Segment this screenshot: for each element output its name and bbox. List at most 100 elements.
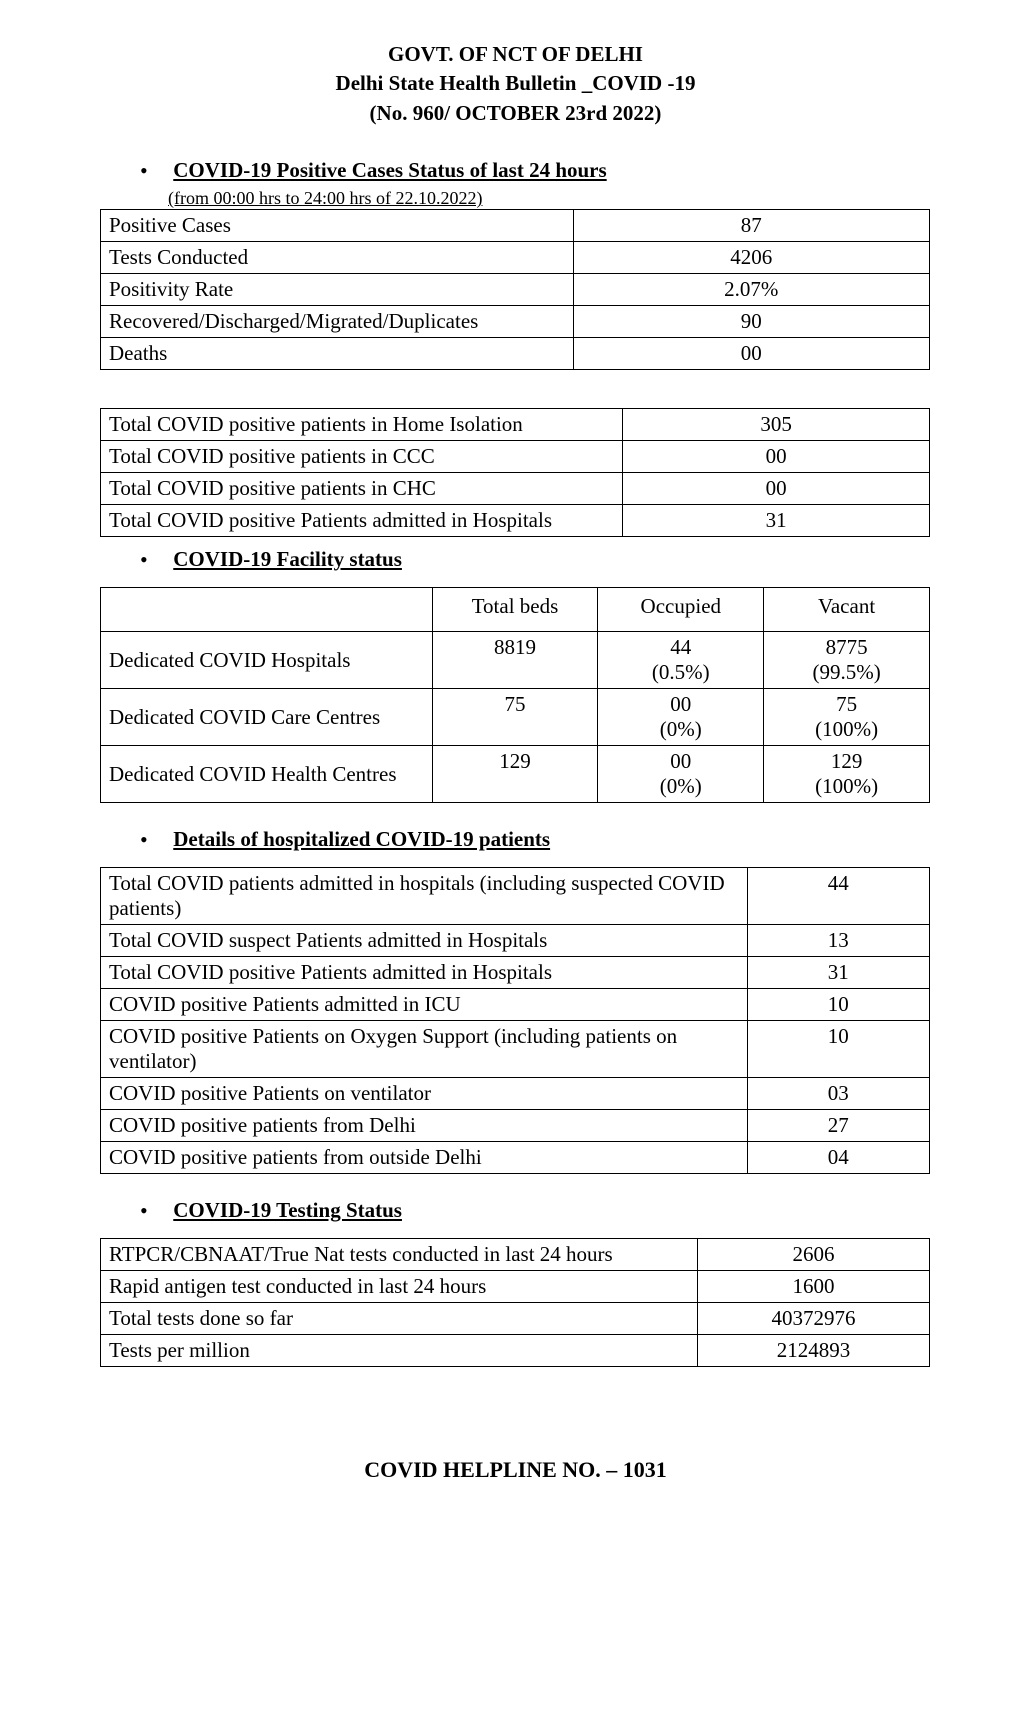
total-beds-value: 129 (432, 746, 598, 803)
row-label: Rapid antigen test conducted in last 24 … (101, 1271, 698, 1303)
row-label: Total COVID positive patients in CCC (101, 441, 623, 473)
table-row: Dedicated COVID Care Centres7500(0%)75(1… (101, 689, 930, 746)
total-beds-value: 8819 (432, 632, 598, 689)
table-row: Positivity Rate2.07% (101, 274, 930, 306)
table-row: Dedicated COVID Hospitals881944(0.5%)877… (101, 632, 930, 689)
section-1-title: COVID-19 Positive Cases Status of last 2… (173, 158, 606, 182)
row-label: Tests per million (101, 1335, 698, 1367)
hospitalized-title: Details of hospitalized COVID-19 patient… (173, 827, 550, 851)
bullet-icon: • (140, 1198, 168, 1224)
testing-title: COVID-19 Testing Status (173, 1198, 402, 1222)
row-value: 44 (747, 868, 929, 925)
section-1-heading: • COVID-19 Positive Cases Status of last… (140, 158, 961, 184)
hospitalized-table: Total COVID patients admitted in hospita… (100, 867, 930, 1174)
row-label: Total COVID positive patients in CHC (101, 473, 623, 505)
row-value: 87 (573, 210, 929, 242)
occupied-value: 00(0%) (598, 746, 764, 803)
section-1-subnote: (from 00:00 hrs to 24:00 hrs of 22.10.20… (168, 188, 961, 209)
row-value: 13 (747, 925, 929, 957)
facility-label: Dedicated COVID Health Centres (101, 746, 433, 803)
table-row: Total COVID positive Patients admitted i… (101, 505, 930, 537)
row-label: Total COVID suspect Patients admitted in… (101, 925, 748, 957)
row-label: Total COVID positive patients in Home Is… (101, 409, 623, 441)
table-row: Total tests done so far40372976 (101, 1303, 930, 1335)
table-row: Total COVID positive patients in Home Is… (101, 409, 930, 441)
table-header-row: Total beds Occupied Vacant (101, 588, 930, 632)
table-row: Recovered/Discharged/Migrated/Duplicates… (101, 306, 930, 338)
row-label: Positive Cases (101, 210, 574, 242)
table-row: COVID positive Patients on ventilator03 (101, 1078, 930, 1110)
bullet-icon: • (140, 158, 168, 184)
vacant-value: 75(100%) (764, 689, 930, 746)
table-row: COVID positive patients from outside Del… (101, 1142, 930, 1174)
row-label: Total COVID positive Patients admitted i… (101, 505, 623, 537)
facility-label: Dedicated COVID Hospitals (101, 632, 433, 689)
table-row: RTPCR/CBNAAT/True Nat tests conducted in… (101, 1239, 930, 1271)
facility-label: Dedicated COVID Care Centres (101, 689, 433, 746)
row-value: 40372976 (697, 1303, 929, 1335)
bullet-icon: • (140, 547, 168, 573)
table-row: Dedicated COVID Health Centres12900(0%)1… (101, 746, 930, 803)
row-value: 90 (573, 306, 929, 338)
row-value: 31 (623, 505, 930, 537)
row-label: COVID positive patients from Delhi (101, 1110, 748, 1142)
col-blank (101, 588, 433, 632)
table-row: Rapid antigen test conducted in last 24 … (101, 1271, 930, 1303)
col-total-beds: Total beds (432, 588, 598, 632)
table-row: Tests Conducted4206 (101, 242, 930, 274)
row-label: RTPCR/CBNAAT/True Nat tests conducted in… (101, 1239, 698, 1271)
header-line-1: GOVT. OF NCT OF DELHI (70, 40, 961, 69)
table-row: Positive Cases87 (101, 210, 930, 242)
hospitalized-heading: • Details of hospitalized COVID-19 patie… (140, 827, 961, 853)
row-label: Total tests done so far (101, 1303, 698, 1335)
row-value: 04 (747, 1142, 929, 1174)
row-value: 2124893 (697, 1335, 929, 1367)
row-value: 00 (623, 473, 930, 505)
header-line-3: (No. 960/ OCTOBER 23rd 2022) (70, 99, 961, 128)
row-value: 27 (747, 1110, 929, 1142)
testing-heading: • COVID-19 Testing Status (140, 1198, 961, 1224)
col-vacant: Vacant (764, 588, 930, 632)
positive-cases-table: Positive Cases87Tests Conducted4206Posit… (100, 209, 930, 370)
table-row: Tests per million2124893 (101, 1335, 930, 1367)
row-label: COVID positive Patients on ventilator (101, 1078, 748, 1110)
facility-table: Total beds Occupied Vacant Dedicated COV… (100, 587, 930, 803)
row-label: Total COVID positive Patients admitted i… (101, 957, 748, 989)
table-row: COVID positive Patients admitted in ICU1… (101, 989, 930, 1021)
row-value: 00 (623, 441, 930, 473)
row-label: Recovered/Discharged/Migrated/Duplicates (101, 306, 574, 338)
table-row: Total COVID positive patients in CHC00 (101, 473, 930, 505)
occupied-value: 00(0%) (598, 689, 764, 746)
col-occupied: Occupied (598, 588, 764, 632)
row-value: 4206 (573, 242, 929, 274)
header-line-2: Delhi State Health Bulletin _COVID -19 (70, 69, 961, 98)
table-row: Total COVID suspect Patients admitted in… (101, 925, 930, 957)
row-value: 305 (623, 409, 930, 441)
row-label: Total COVID patients admitted in hospita… (101, 868, 748, 925)
occupied-value: 44(0.5%) (598, 632, 764, 689)
table-row: Total COVID positive patients in CCC00 (101, 441, 930, 473)
row-label: COVID positive Patients on Oxygen Suppor… (101, 1021, 748, 1078)
table-row: Total COVID positive Patients admitted i… (101, 957, 930, 989)
isolation-table: Total COVID positive patients in Home Is… (100, 408, 930, 537)
total-beds-value: 75 (432, 689, 598, 746)
document-header: GOVT. OF NCT OF DELHI Delhi State Health… (70, 40, 961, 128)
row-value: 2606 (697, 1239, 929, 1271)
vacant-value: 8775(99.5%) (764, 632, 930, 689)
testing-table: RTPCR/CBNAAT/True Nat tests conducted in… (100, 1238, 930, 1367)
row-label: COVID positive patients from outside Del… (101, 1142, 748, 1174)
table-row: COVID positive patients from Delhi27 (101, 1110, 930, 1142)
table-row: Total COVID patients admitted in hospita… (101, 868, 930, 925)
row-value: 31 (747, 957, 929, 989)
row-value: 2.07% (573, 274, 929, 306)
row-value: 1600 (697, 1271, 929, 1303)
row-label: Tests Conducted (101, 242, 574, 274)
table-row: COVID positive Patients on Oxygen Suppor… (101, 1021, 930, 1078)
row-label: Positivity Rate (101, 274, 574, 306)
facility-title: COVID-19 Facility status (173, 547, 402, 571)
footer-helpline: COVID HELPLINE NO. – 1031 (70, 1457, 961, 1483)
row-label: COVID positive Patients admitted in ICU (101, 989, 748, 1021)
bullet-icon: • (140, 827, 168, 853)
table-row: Deaths00 (101, 338, 930, 370)
row-label: Deaths (101, 338, 574, 370)
